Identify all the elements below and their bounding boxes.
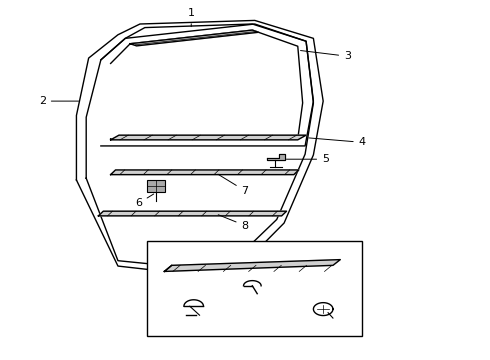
Polygon shape xyxy=(164,260,340,271)
Bar xyxy=(147,180,165,192)
Text: 2: 2 xyxy=(39,96,78,106)
Text: 4: 4 xyxy=(309,138,366,147)
Polygon shape xyxy=(111,135,306,140)
Text: 7: 7 xyxy=(218,174,248,196)
Text: 6: 6 xyxy=(135,194,154,208)
Text: 10: 10 xyxy=(318,274,333,298)
Text: 8: 8 xyxy=(218,215,248,230)
Bar xyxy=(147,241,362,336)
Text: 9: 9 xyxy=(199,309,229,320)
Polygon shape xyxy=(111,170,299,175)
Polygon shape xyxy=(267,154,285,160)
Text: 3: 3 xyxy=(300,50,351,61)
Text: 1: 1 xyxy=(188,8,195,27)
Polygon shape xyxy=(98,211,287,216)
Text: 5: 5 xyxy=(280,154,329,164)
Polygon shape xyxy=(130,30,259,46)
